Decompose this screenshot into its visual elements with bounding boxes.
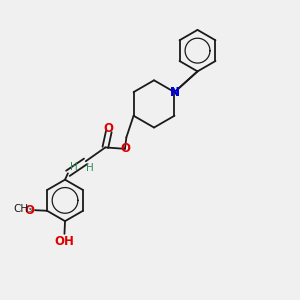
Text: N: N (169, 85, 179, 99)
Text: N: N (169, 85, 179, 99)
Text: H: H (85, 163, 93, 172)
Text: O: O (120, 142, 130, 155)
Text: O: O (24, 204, 34, 217)
Text: OH: OH (55, 235, 74, 248)
Text: O: O (104, 122, 114, 135)
Text: H: H (70, 162, 78, 172)
Text: CH₃: CH₃ (13, 204, 32, 214)
